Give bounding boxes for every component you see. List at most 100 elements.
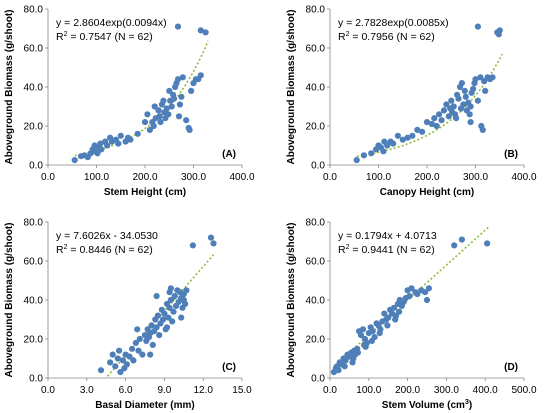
data-point [104,142,111,149]
data-point [368,150,375,157]
x-axis-label-end: ) [469,400,472,411]
data-point [135,347,142,354]
data-point [170,308,177,315]
data-point [482,87,489,94]
data-point [165,314,172,321]
data-point [71,157,78,164]
data-point [414,291,421,298]
y-tick-label: 0.0 [311,374,325,385]
data-point [423,296,431,304]
data-point [132,339,139,346]
data-point [126,353,133,360]
data-point [342,357,349,364]
y-tick-label: 40.0 [306,83,326,94]
data-point [167,296,174,304]
x-tick-label: 300.0 [463,172,488,183]
data-point [97,140,104,147]
data-point [419,128,426,135]
x-tick-label: 200.0 [132,172,157,183]
x-tick-label: 9.0 [157,385,171,396]
r-squared-superscript: 2 [346,31,350,38]
data-point [431,115,438,122]
y-axis-label: Aboveground Biomass (g/shoot) [286,10,297,165]
data-point [179,74,186,81]
trendline [356,53,503,158]
data-point [448,97,455,104]
data-point [474,97,481,104]
data-point [479,126,486,133]
data-point [390,304,398,311]
data-point [134,130,141,137]
data-point [146,126,153,133]
data-point [139,351,146,358]
data-point [423,119,431,126]
data-point [98,146,105,153]
data-point [474,23,481,30]
data-point [151,103,158,110]
r-squared-label: R2 = 0.7547 (N = 62) [56,31,153,43]
data-point [354,349,361,356]
data-point [150,122,157,130]
trendline [333,226,490,368]
data-point [167,285,174,292]
data-point [97,367,105,374]
data-point [362,343,369,350]
data-point [357,332,365,339]
data-point [453,115,460,122]
r-squared-superscript: 2 [64,31,68,38]
data-point [466,111,473,118]
data-point [467,103,474,110]
data-point [168,103,175,110]
data-point [462,93,469,100]
x-axis-label-superscript: 3 [465,399,469,406]
data-point [409,132,416,139]
data-point [157,119,164,126]
r-squared-label: R2 = 0.8446 (N = 62) [56,244,153,256]
r-squared-label: R2 = 0.9441 (N = 62) [338,244,435,256]
data-point [117,132,124,139]
data-point [141,119,149,126]
data-point [160,97,167,104]
data-point [202,29,209,36]
x-tick-label: 0.0 [323,172,337,183]
data-point [134,326,141,333]
data-point [440,107,448,114]
data-point [115,140,122,147]
data-point [149,341,156,348]
y-axis-label: Aboveground Biomass (g/shoot) [4,10,15,165]
x-tick-label: 400.0 [473,385,498,396]
r-squared-value: = 0.7956 (N = 62) [350,31,435,43]
y-tick-label: 0.0 [311,161,325,172]
data-point [349,359,356,366]
data-point [455,95,462,102]
data-point [176,101,183,108]
x-tick-label: 15.0 [232,385,252,396]
y-tick-label: 40.0 [24,296,44,307]
x-tick-label: 6.0 [119,385,133,396]
data-point [399,136,406,143]
regression-equation: y = 7.6026x - 34.0530 [56,230,158,242]
y-tick-label: 80.0 [24,5,44,16]
x-axis-label: Stem Height (cm) [104,187,186,198]
data-point [94,150,101,157]
data-point [477,74,484,81]
data-point [163,324,171,331]
panel-label: (B) [504,149,518,160]
data-point [197,72,204,79]
data-point [341,363,348,370]
data-point [186,126,193,133]
y-tick-label: 20.0 [24,122,44,133]
data-point [148,322,155,329]
data-point [121,365,128,372]
data-point [489,74,496,81]
data-point [178,93,185,100]
data-point [116,347,123,354]
y-tick-label: 60.0 [24,257,44,268]
y-tick-label: 20.0 [306,335,326,346]
data-point [163,105,170,112]
data-point [396,308,403,315]
y-tick-label: 40.0 [24,83,44,94]
data-point [129,345,136,352]
data-point [470,85,477,93]
